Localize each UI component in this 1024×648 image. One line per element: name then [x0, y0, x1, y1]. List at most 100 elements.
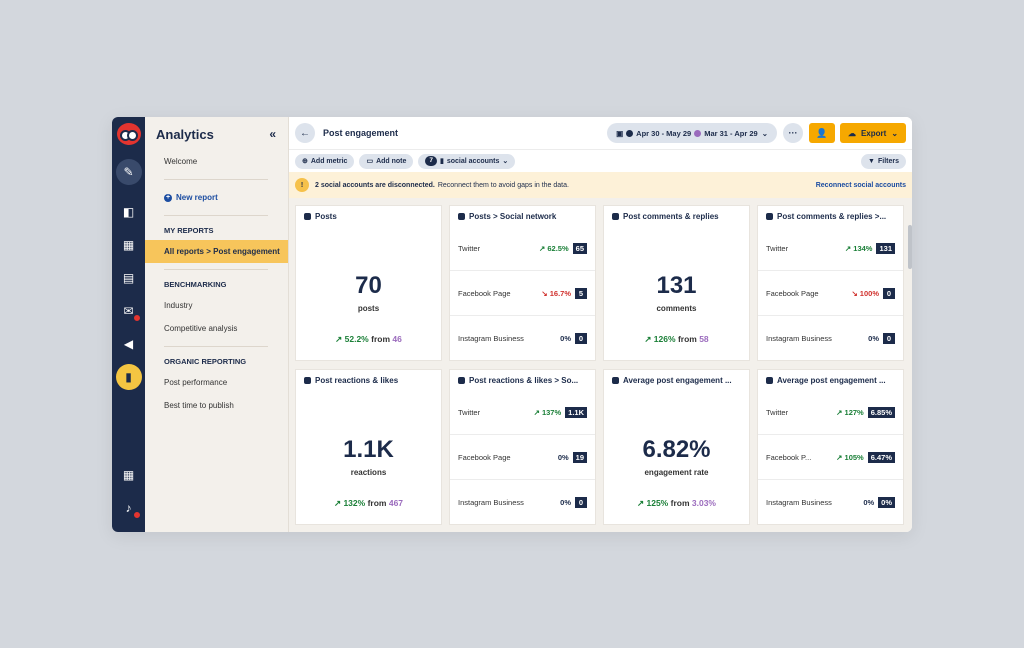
new-report-label: New report: [176, 193, 218, 202]
social-accounts-dropdown[interactable]: 7 ▮ social accounts ⌄: [418, 153, 516, 169]
metric-icon: [304, 377, 311, 384]
sidebar-title: Analytics: [156, 127, 214, 142]
previous-value: 467: [388, 498, 404, 508]
table-row: Twitter ↗ 62.5% 65: [450, 226, 595, 271]
sidebar-item-best-time[interactable]: Best time to publish: [164, 401, 234, 410]
current-period-dot: [626, 129, 634, 137]
table-row: Instagram Business 0% 0: [450, 316, 595, 360]
sidebar-item-welcome[interactable]: Welcome: [164, 157, 198, 166]
metric-icon: [766, 377, 773, 384]
network-name: Instagram Business: [766, 334, 832, 343]
bell-icon[interactable]: ♪: [116, 495, 142, 521]
add-metric-button[interactable]: ⊕ Add metric: [295, 153, 355, 169]
network-delta: ↗ 137%: [533, 407, 562, 417]
card-comments[interactable]: Post comments & replies 131 comments ↗ 1…: [603, 205, 750, 361]
export-label: Export: [860, 128, 887, 138]
export-button[interactable]: ☁ Export ⌄: [840, 123, 906, 143]
metric-icon: [304, 213, 311, 220]
back-arrow-icon[interactable]: ←: [295, 123, 315, 143]
card-reactions[interactable]: Post reactions & likes 1.1K reactions ↗ …: [295, 369, 442, 525]
network-name: Twitter: [458, 243, 481, 253]
network-delta: ↗ 134%: [844, 243, 873, 253]
card-reactions-by-network[interactable]: Post reactions & likes > So... Twitter ↗ …: [449, 369, 596, 525]
inbox-icon[interactable]: ✉: [116, 298, 142, 324]
streams-icon[interactable]: ◧: [122, 205, 135, 219]
accounts-label: social accounts: [446, 157, 500, 165]
table-row: Facebook Page ↘ 100% 0: [758, 271, 903, 316]
apps-icon[interactable]: ▦: [122, 468, 135, 482]
owl-logo-icon[interactable]: [116, 123, 141, 145]
metric-value: 6.82%: [642, 436, 711, 463]
section-organic-reporting: ORGANIC REPORTING: [164, 357, 247, 366]
disconnected-banner: ! 2 social accounts are disconnected. Re…: [289, 172, 912, 198]
bar-chart-icon: ▮: [440, 158, 444, 165]
filter-icon: ▼: [868, 157, 875, 165]
scrollbar[interactable]: [908, 225, 912, 269]
network-delta: 0%: [560, 498, 571, 507]
sidebar-item-post-engagement[interactable]: All reports > Post engagement: [145, 240, 288, 263]
network-delta: ↗ 105%: [836, 452, 864, 462]
network-value: 1.1K: [565, 406, 587, 418]
card-posts-by-network[interactable]: Posts > Social network Twitter ↗ 62.5% 65 …: [449, 205, 596, 361]
card-title: Posts: [315, 212, 337, 221]
notification-dot: [132, 511, 141, 519]
network-delta: ↘ 16.7%: [541, 288, 571, 298]
from-label: from: [367, 498, 387, 508]
date-range-picker[interactable]: ▣ Apr 30 - May 29 Mar 31 - Apr 29 ⌄: [607, 123, 777, 143]
network-delta: ↗ 62.5%: [539, 243, 569, 253]
network-value: 131: [876, 242, 895, 254]
delta-pct: ↗ 52.2%: [335, 334, 369, 344]
notification-dot: [132, 314, 141, 322]
table-row: Twitter ↗ 137% 1.1K: [450, 390, 595, 435]
dashboard-icon[interactable]: ▦: [122, 238, 135, 252]
divider: [164, 346, 268, 347]
table-row: Facebook Page 0% 19: [450, 435, 595, 480]
delta-pct: ↗ 132%: [333, 498, 366, 508]
plus-icon: +: [164, 193, 172, 202]
collapse-icon[interactable]: «: [269, 127, 276, 141]
previous-value: 46: [392, 334, 402, 344]
compose-icon[interactable]: ✎: [115, 159, 142, 185]
more-options-button[interactable]: ···: [783, 123, 803, 143]
add-note-button[interactable]: ▭ Add note: [359, 153, 414, 169]
card-engagement-rate[interactable]: Average post engagement ... 6.82% engage…: [603, 369, 750, 525]
network-delta: 0%: [868, 334, 879, 343]
megaphone-icon[interactable]: ◀: [123, 337, 134, 351]
warning-icon: !: [295, 178, 309, 192]
report-toolbar: ⊕ Add metric ▭ Add note 7 ▮ social accou…: [289, 150, 912, 172]
sidebar-item-post-performance[interactable]: Post performance: [164, 378, 228, 387]
cloud-upload-icon: ☁: [847, 128, 856, 138]
network-delta: 0%: [863, 498, 875, 507]
network-name: Facebook P...: [766, 452, 812, 462]
metric-delta: ↗ 125% from 3.03%: [604, 498, 749, 509]
table-row: Instagram Business 0% 0: [758, 316, 903, 360]
calendar-icon[interactable]: ▤: [122, 271, 135, 285]
analytics-icon[interactable]: ▮: [115, 364, 142, 390]
filters-button[interactable]: ▼ Filters: [861, 153, 906, 169]
network-name: Facebook Page: [458, 288, 511, 298]
metric-icon: [458, 213, 465, 220]
new-report-button[interactable]: + New report: [145, 186, 288, 209]
metric-delta: ↗ 132% from 467: [296, 498, 441, 509]
chevron-down-icon: ⌄: [891, 128, 899, 138]
card-posts[interactable]: Posts 70 posts ↗ 52.2% from 46: [295, 205, 442, 361]
reconnect-link[interactable]: Reconnect social accounts: [815, 181, 906, 189]
card-title: Average post engagement ...: [623, 376, 732, 385]
card-engagement-by-network[interactable]: Average post engagement ... Twitter ↗ 127…: [757, 369, 904, 525]
card-comments-by-network[interactable]: Post comments & replies >... Twitter ↗ 13…: [757, 205, 904, 361]
metric-delta: ↗ 52.2% from 46: [296, 334, 441, 345]
metric-unit: engagement rate: [644, 468, 709, 477]
plus-icon: ⊕: [302, 158, 308, 165]
metric-icon: [612, 213, 619, 220]
network-delta: 0%: [557, 452, 569, 462]
network-name: Instagram Business: [458, 334, 524, 343]
delta-pct: ↗ 125%: [637, 498, 669, 508]
section-my-reports: MY REPORTS: [164, 226, 214, 235]
network-name: Twitter: [766, 407, 789, 417]
metric-unit: posts: [357, 304, 380, 313]
metric-value: 1.1K: [343, 436, 394, 463]
share-user-button[interactable]: 👤: [809, 123, 835, 143]
sidebar-item-competitive[interactable]: Competitive analysis: [164, 324, 238, 333]
sidebar-item-industry[interactable]: Industry: [164, 301, 193, 310]
table-row: Facebook P... ↗ 105% 6.47%: [758, 435, 903, 480]
